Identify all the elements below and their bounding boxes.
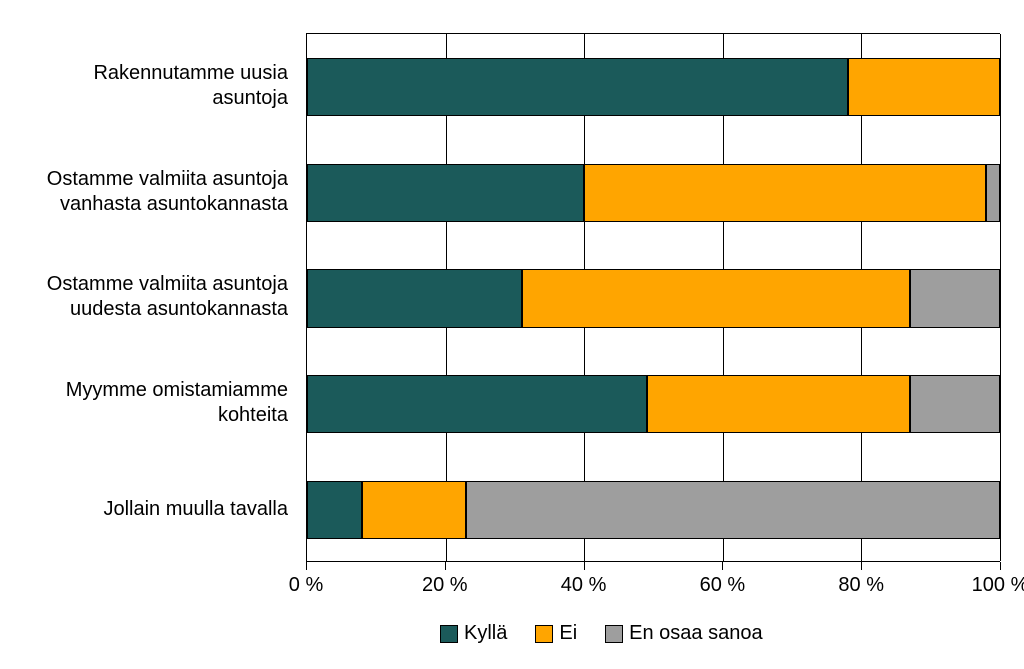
bar-segment-ei [522,269,910,327]
legend-item-ei: Ei [535,622,577,645]
x-tick-label: 80 % [838,574,884,597]
legend-swatch [440,625,458,643]
x-tick-label: 40 % [561,574,607,597]
legend-label: Ei [559,622,577,645]
legend-swatch [535,625,553,643]
legend-swatch [605,625,623,643]
x-tick-label: 0 % [289,574,323,597]
bar-segment-kylla [307,269,522,327]
legend-label: Kyllä [464,622,507,645]
y-axis-label: Rakennutamme uusia asuntoja [0,33,288,139]
bar-row [307,164,1000,222]
y-axis-label: Ostamme valmiita asuntoja uudesta asunto… [0,245,288,351]
x-tick [861,562,862,570]
bar-segment-enosaa [986,164,1000,222]
bar-row [307,375,1000,433]
x-tick [1000,562,1001,570]
bar-segment-enosaa [910,269,1000,327]
plot-area [306,33,1000,562]
bar-segment-kylla [307,164,584,222]
chart-container: Rakennutamme uusia asuntojaOstamme valmi… [0,0,1024,669]
bar-segment-ei [362,481,466,539]
y-axis-label: Ostamme valmiita asuntoja vanhasta asunt… [0,139,288,245]
y-axis-label: Myymme omistamiamme kohteita [0,350,288,456]
bar-segment-enosaa [466,481,1000,539]
bar-segment-kylla [307,58,848,116]
x-tick-label: 20 % [422,574,468,597]
bar-segment-kylla [307,375,647,433]
gridline [1000,34,1001,561]
bar-row [307,481,1000,539]
x-tick [445,562,446,570]
x-tick [584,562,585,570]
legend-item-enosaa: En osaa sanoa [605,622,762,645]
bar-segment-ei [584,164,986,222]
legend-label: En osaa sanoa [629,622,762,645]
legend: Kyllä Ei En osaa sanoa [440,622,763,645]
y-axis-label: Jollain muulla tavalla [0,456,288,562]
bar-row [307,269,1000,327]
x-tick-label: 100 % [972,574,1024,597]
bar-segment-ei [647,375,910,433]
x-tick [306,562,307,570]
bar-segment-kylla [307,481,362,539]
legend-item-kylla: Kyllä [440,622,507,645]
x-tick [722,562,723,570]
x-tick-label: 60 % [700,574,746,597]
bar-row [307,58,1000,116]
bar-segment-ei [848,58,1000,116]
bar-segment-enosaa [910,375,1000,433]
